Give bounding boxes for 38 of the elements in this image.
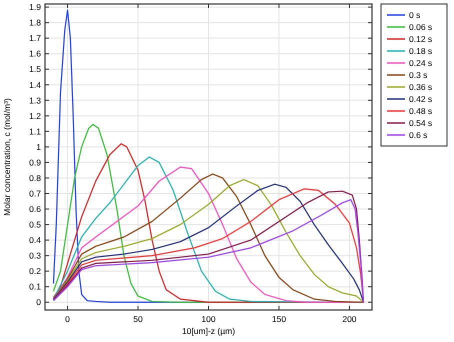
y-tick-label: 1.9 xyxy=(29,2,42,12)
y-tick-label: 0.6 xyxy=(29,204,42,214)
legend-label: 0.42 s xyxy=(409,94,432,104)
y-tick-label: 1.4 xyxy=(29,80,42,90)
y-tick-label: 0.8 xyxy=(29,172,42,183)
y-tick-label: 1.8 xyxy=(29,18,42,28)
x-axis-title: 10[um]-z (µm) xyxy=(182,326,236,336)
y-tick-label: 1.1 xyxy=(29,126,42,136)
y-tick-label: 0.7 xyxy=(29,188,42,199)
y-tick-label: 0.3 xyxy=(29,250,42,261)
legend-label: 0.54 s xyxy=(409,118,432,128)
legend-label: 0.36 s xyxy=(409,82,432,92)
legend-label: 0 s xyxy=(409,10,420,20)
x-tick-label: 0 xyxy=(65,314,70,324)
y-tick-label: 0.2 xyxy=(29,266,42,276)
x-tick-label: 50 xyxy=(133,314,144,324)
y-tick-label: 0.4 xyxy=(29,235,42,246)
legend-label: 0.24 s xyxy=(409,58,432,68)
y-tick-label: 0.5 xyxy=(29,220,42,230)
y-tick-label: 1.3 xyxy=(29,95,42,106)
legend-label: 0.18 s xyxy=(409,46,432,56)
x-tick-label: 200 xyxy=(342,314,357,324)
y-tick-label: 1.6 xyxy=(29,48,42,59)
legend-label: 0.12 s xyxy=(409,34,432,44)
y-tick-label: 0.9 xyxy=(29,157,42,168)
y-tick-label: 1.7 xyxy=(29,33,42,44)
y-axis-title: Molar concentration, c (mol/m³) xyxy=(2,98,12,216)
y-tick-label: 1 xyxy=(36,142,42,152)
x-tick-label: 100 xyxy=(201,314,216,324)
y-tick-label: 1.5 xyxy=(29,64,42,74)
y-tick-label: 1.2 xyxy=(29,110,42,121)
x-tick-label: 150 xyxy=(272,314,286,324)
y-tick-label: 0 xyxy=(36,297,42,308)
legend-label: 0.48 s xyxy=(409,106,432,116)
y-tick-label: 0.1 xyxy=(29,282,42,292)
legend-label: 0.06 s xyxy=(409,22,432,32)
legend-label: 0.6 s xyxy=(409,130,428,140)
legend-label: 0.3 s xyxy=(409,70,428,80)
